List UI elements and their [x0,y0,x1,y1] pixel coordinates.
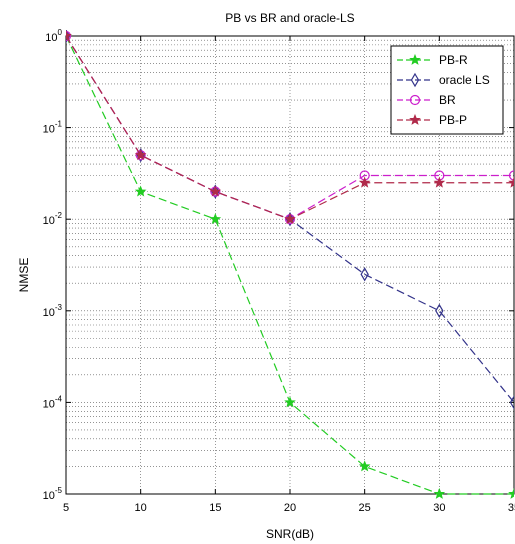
data-point [433,176,446,188]
y-tick-label: 10-3 [43,303,63,319]
data-point [360,267,369,282]
legend-box [390,45,504,135]
legend-label: BR [439,93,456,107]
legend-label: PB-P [439,113,467,127]
data-point [508,487,514,499]
data-point [508,170,514,181]
data-point [409,53,421,65]
x-tick-label: 10 [135,502,147,514]
data-point [134,185,147,197]
plot-area: 5 10 15 20 25 30 35 100 10-1 10-2 10-3 10-4 10-5 PB-R… [43,28,515,514]
chart-title: PB vs BR and oracle-LS [225,11,354,25]
y-tick-label: 10-5 [43,486,63,502]
x-tick-label: 30 [433,502,445,514]
data-point [209,213,222,225]
legend-label: oracle LS [439,73,490,87]
data-point [358,176,371,188]
data-point [435,303,444,318]
series-pb-p [66,30,514,225]
x-tick-label: 15 [209,502,221,514]
x-tick-label: 5 [63,502,69,514]
data-point [209,185,222,197]
data-point [433,487,446,499]
x-tick-label: 20 [284,502,296,514]
data-point [410,72,420,88]
y-tick-label: 10-2 [43,211,63,227]
data-point [284,396,296,408]
legend: PB-R oracle LS BR PB-P [390,45,504,135]
data-point [509,395,514,410]
series-pb-r [66,30,514,499]
data-point [358,460,371,472]
data-point [508,176,514,188]
y-tick-label: 10-4 [43,394,63,410]
x-tick-label: 25 [359,502,371,514]
data-point [284,213,296,225]
data-point [409,113,421,125]
x-axis-label: SNR(dB) [266,527,314,541]
y-axis-label: NMSE [17,258,31,293]
data-point [66,30,72,42]
x-tick-label: 35 [508,502,515,514]
data-point [134,149,147,161]
legend-label: PB-R [439,53,468,67]
data-point [66,30,72,41]
y-tick-label: 10-1 [43,120,63,136]
data-point [409,94,421,106]
y-tick-label: 100 [45,28,62,44]
